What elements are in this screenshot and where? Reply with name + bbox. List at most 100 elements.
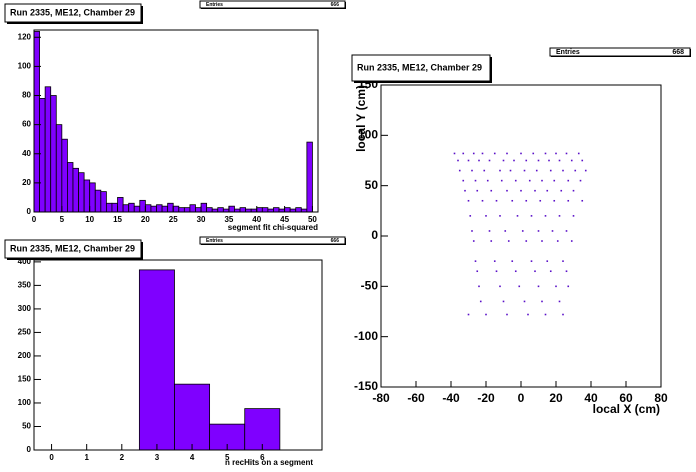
bar [39, 98, 46, 213]
x-tick-label: 35 [224, 215, 233, 224]
stats-value: 668 [672, 49, 684, 56]
point [562, 313, 564, 316]
bar [122, 204, 130, 213]
point [558, 159, 561, 162]
x-tick-label: -20 [477, 391, 495, 405]
point [567, 179, 570, 182]
point [541, 179, 543, 182]
point [544, 313, 547, 316]
point [476, 189, 479, 192]
bar [261, 207, 269, 213]
x-tick-label: 4 [190, 453, 195, 462]
point [572, 215, 575, 217]
point [570, 240, 573, 242]
x-axis-label: n recHits on a segment [225, 458, 313, 467]
stats-box [199, 0, 346, 9]
point [546, 189, 549, 192]
y-tick-label: 100 [18, 62, 32, 71]
point [555, 285, 557, 288]
point [553, 199, 556, 202]
bar [200, 202, 208, 213]
point [537, 285, 540, 288]
y-axis-label: local Y (cm) [354, 85, 368, 152]
bar [78, 172, 85, 213]
bar [174, 383, 211, 451]
x-tick-label: 5 [225, 453, 230, 462]
point [476, 270, 479, 273]
point [518, 285, 521, 288]
stats-label: Entries [556, 49, 580, 56]
bar [111, 202, 118, 213]
point [490, 240, 493, 242]
bar [44, 86, 52, 213]
frame [33, 259, 323, 451]
point [453, 152, 456, 155]
point [539, 199, 542, 202]
bar [100, 191, 107, 213]
point [541, 240, 543, 242]
point [469, 215, 472, 217]
point [511, 260, 514, 262]
point [467, 199, 470, 202]
x-tick-label: 40 [584, 391, 598, 405]
bar [128, 202, 135, 213]
x-tick-label: 15 [113, 215, 122, 224]
bar [150, 205, 157, 213]
frame [33, 29, 319, 213]
point [562, 169, 564, 172]
point [555, 152, 557, 155]
point [472, 152, 475, 155]
bar [256, 207, 263, 213]
y-tick-label: -100 [354, 329, 378, 343]
point [507, 240, 510, 242]
point [525, 240, 528, 242]
y-tick-label: 300 [18, 304, 32, 313]
point [493, 152, 496, 155]
point [537, 159, 540, 162]
x-tick-label: 40 [252, 215, 261, 224]
point [567, 285, 570, 288]
point [462, 179, 465, 182]
point [574, 169, 577, 172]
point [458, 169, 461, 172]
chart-title: Run 2335, ME12, Chamber 29 [10, 243, 135, 253]
point [532, 152, 535, 155]
stats-box [199, 236, 346, 245]
y-tick-label: 50 [22, 422, 31, 431]
bar [195, 207, 202, 213]
point [464, 189, 466, 192]
point [506, 313, 508, 316]
point [467, 159, 470, 162]
point [472, 240, 475, 242]
point [553, 179, 556, 182]
stats-value: 666 [331, 238, 340, 244]
x-axis-label: local X (cm) [593, 402, 660, 416]
x-axis-label: segment fit chi-squared [228, 223, 318, 232]
point [525, 199, 528, 202]
point [481, 199, 484, 202]
bar [50, 95, 57, 213]
bar [61, 138, 68, 213]
y-tick-label: 120 [18, 32, 32, 41]
point [584, 169, 587, 172]
bar [178, 207, 185, 213]
point [504, 230, 507, 232]
point [565, 152, 568, 155]
title-box [351, 54, 491, 82]
bar [273, 207, 280, 213]
point [457, 159, 459, 162]
y-tick-label: 80 [22, 91, 31, 100]
y-tick-label: 400 [18, 257, 32, 266]
bar [244, 408, 281, 451]
y-tick-label: 100 [18, 398, 32, 407]
x-tick-label: 25 [169, 215, 178, 224]
point [493, 260, 496, 262]
bar [161, 205, 169, 213]
point [527, 313, 529, 316]
bar [133, 205, 141, 213]
title-box [4, 239, 142, 259]
x-tick-label: 1 [84, 453, 89, 462]
point [485, 313, 487, 316]
point [471, 230, 473, 232]
point [534, 189, 536, 192]
